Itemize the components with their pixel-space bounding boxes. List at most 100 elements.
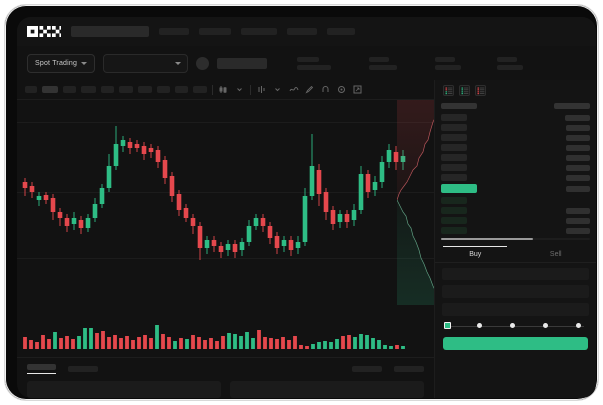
candlestick-type-icon[interactable] [218, 84, 229, 95]
orderbook-bid-row[interactable] [441, 217, 590, 224]
orderbook-mode-asks-icon[interactable] [475, 85, 486, 96]
bottom-tab-2[interactable] [68, 365, 98, 372]
volume-bar [83, 328, 87, 349]
submit-buy-button[interactable] [443, 337, 588, 350]
volume-bar [47, 339, 51, 349]
candle-body [246, 226, 252, 242]
timeframe-button-4[interactable] [81, 86, 96, 93]
volume-bar [287, 340, 291, 349]
total-field[interactable] [442, 303, 589, 316]
bid-amount [566, 207, 590, 214]
candle-body [288, 240, 294, 250]
volume-bar [371, 338, 375, 349]
orderbook-ask-row[interactable] [441, 114, 590, 121]
orderbook-ask-row[interactable] [441, 144, 590, 151]
timeframe-button-6[interactable] [119, 86, 133, 93]
candle-body [169, 176, 175, 196]
candle-body [386, 150, 392, 162]
timeframe-button-5[interactable] [101, 86, 114, 93]
nav-item-5[interactable] [327, 28, 355, 35]
toolbar-divider [212, 84, 213, 95]
bottom-tab-1[interactable] [27, 363, 56, 374]
timeframe-button-2-active[interactable] [42, 86, 58, 93]
timeframe-button-3[interactable] [63, 86, 76, 93]
orderbook-ask-row[interactable] [441, 164, 590, 171]
chevron-down-icon[interactable] [234, 84, 245, 95]
nav-item-4[interactable] [287, 28, 317, 35]
toolbar-divider [250, 84, 251, 95]
volume-bar [119, 338, 123, 349]
orderbook-bid-row[interactable] [441, 207, 590, 214]
candle-body [365, 174, 371, 192]
candle-body [204, 240, 210, 248]
candle-body [57, 212, 63, 218]
chevron-down-icon[interactable] [272, 84, 283, 95]
orderbook-bid-row[interactable] [441, 227, 590, 234]
timeframe-button-7[interactable] [138, 86, 152, 93]
pair-select[interactable] [103, 53, 189, 73]
stat-value [297, 64, 332, 70]
bottom-tab-label [68, 365, 98, 372]
candle-body [281, 240, 287, 246]
amount-field[interactable] [442, 285, 589, 298]
ask-price [441, 154, 467, 161]
tab-buy[interactable]: Buy [435, 246, 516, 262]
slider-step-75[interactable] [543, 323, 548, 328]
orderbook-scrollbar-thumb[interactable] [441, 238, 534, 240]
nav-search-box[interactable] [71, 26, 149, 37]
nav-item-1[interactable] [159, 28, 189, 35]
volume-bar [341, 336, 345, 349]
indicators-icon[interactable] [256, 84, 267, 95]
orderbook-mode-bids-icon[interactable] [459, 85, 470, 96]
bottom-action-1[interactable] [352, 365, 382, 372]
stat-label [435, 56, 456, 62]
slider-step-50[interactable] [510, 323, 515, 328]
nav-item-2[interactable] [199, 28, 231, 35]
volume-bar [401, 346, 405, 349]
amount-percent-slider[interactable] [444, 322, 587, 331]
price-chart[interactable] [17, 100, 434, 305]
volume-bar [245, 332, 249, 349]
chevron-down-icon [81, 61, 88, 65]
timeframe-button-9[interactable] [175, 86, 188, 93]
stat-label [497, 56, 518, 62]
slider-track [447, 326, 584, 327]
volume-bar [209, 338, 213, 349]
orderbook-mode-both-icon[interactable] [443, 85, 454, 96]
pencil-icon[interactable] [304, 84, 315, 95]
slider-step-100[interactable] [576, 323, 581, 328]
settings-gear-icon[interactable] [336, 84, 347, 95]
tab-sell[interactable]: Sell [516, 246, 597, 262]
bid-amount [566, 217, 590, 224]
timeframe-button-10[interactable] [193, 86, 207, 93]
trading-mode-button[interactable]: Spot Trading [27, 53, 96, 73]
bid-price [441, 207, 467, 214]
orderbook-ask-row[interactable] [441, 124, 590, 131]
okx-logo-icon[interactable] [27, 26, 61, 38]
slider-step-25[interactable] [477, 323, 482, 328]
bottom-panel-left[interactable] [27, 381, 221, 398]
nav-item-3[interactable] [241, 28, 277, 35]
orderbook-ask-row[interactable] [441, 134, 590, 141]
fullscreen-icon[interactable] [352, 84, 363, 95]
timeframe-button-1[interactable] [25, 86, 37, 93]
volume-bar [233, 334, 237, 349]
orderbook-ask-row[interactable] [441, 174, 590, 181]
orderbook-ask-row[interactable] [441, 154, 590, 161]
candle-body [211, 240, 217, 246]
candle-body [358, 174, 364, 210]
line-wave-icon[interactable] [288, 84, 299, 95]
bottom-panel-right[interactable] [230, 381, 424, 398]
timeframe-button-8[interactable] [157, 86, 170, 93]
slider-handle[interactable] [444, 322, 451, 329]
price-field[interactable] [442, 268, 589, 280]
magnet-icon[interactable] [320, 84, 331, 95]
bottom-action-2[interactable] [394, 365, 424, 372]
orderbook-bid-row[interactable] [441, 197, 590, 204]
stat-column-3 [435, 56, 462, 70]
stat-label [369, 56, 390, 62]
depth-chart [397, 100, 443, 305]
orderbook-last-price-row [441, 184, 590, 193]
volume-bar [389, 346, 393, 349]
orderbook-scrollbar[interactable] [441, 238, 590, 240]
